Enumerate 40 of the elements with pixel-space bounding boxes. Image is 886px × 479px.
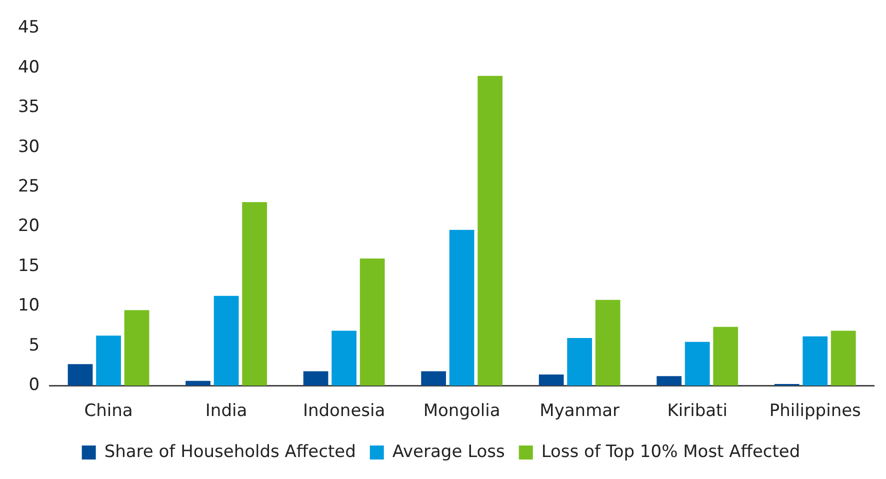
- y-tick-label: 15: [18, 256, 40, 276]
- x-tick-label: Myanmar: [540, 401, 620, 422]
- bar: [595, 300, 620, 386]
- bar: [656, 376, 682, 386]
- x-tick-label: Philippines: [769, 401, 862, 422]
- bar: [360, 258, 385, 386]
- bar: [96, 336, 121, 386]
- bar: [124, 310, 150, 386]
- bar: [303, 371, 328, 386]
- bar: [242, 202, 267, 386]
- bar: [478, 76, 503, 386]
- bar: [68, 364, 93, 386]
- bar: [830, 330, 856, 386]
- x-tick-label: Kiribati: [667, 401, 728, 422]
- legend-label: Average Loss: [392, 442, 506, 462]
- y-tick-label: 5: [28, 335, 40, 356]
- bar: [186, 380, 210, 386]
- y-tick-label: 35: [18, 97, 40, 118]
- bar: [214, 296, 239, 386]
- bar: [332, 330, 356, 386]
- x-tick-label: China: [84, 401, 133, 422]
- y-tick-label: 0: [28, 375, 40, 396]
- x-tick-label: Mongolia: [423, 401, 500, 422]
- bar: [449, 230, 474, 386]
- y-tick-label: 25: [18, 176, 40, 196]
- bar: [421, 371, 446, 386]
- bar: [684, 342, 710, 386]
- bar: [713, 326, 738, 386]
- legend-label: Loss of Top 10% Most Affected: [541, 442, 800, 462]
- bar: [802, 336, 828, 386]
- y-tick-label: 10: [18, 296, 40, 316]
- legend-label: Share of Households Affected: [104, 442, 356, 462]
- y-tick-label: 45: [18, 18, 40, 38]
- bar: [538, 374, 564, 386]
- y-tick-label: 40: [18, 57, 40, 78]
- x-tick-label: India: [205, 401, 248, 422]
- y-tick-label: 20: [18, 216, 40, 236]
- bar: [567, 338, 592, 386]
- y-tick-label: 30: [18, 136, 40, 157]
- x-tick-label: Indonesia: [302, 401, 386, 422]
